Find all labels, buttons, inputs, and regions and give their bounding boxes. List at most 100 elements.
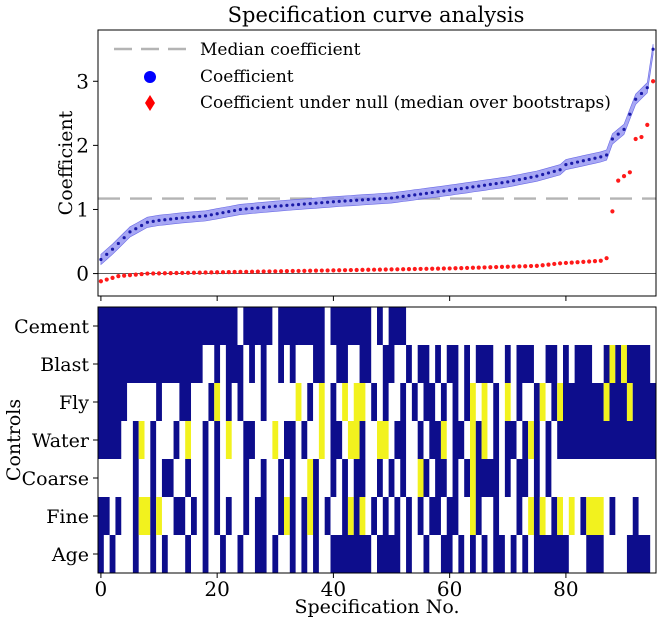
control-cell-age [161, 535, 168, 573]
control-cell-fly [400, 383, 407, 421]
coefficient-point [645, 86, 649, 90]
coefficient-point [128, 230, 132, 234]
control-cell-water [202, 421, 209, 459]
control-cell-age [220, 535, 226, 573]
control-cell-water [173, 421, 180, 459]
null-coefficient-point [116, 274, 121, 279]
control-cell-blast [446, 345, 459, 383]
null-coefficient-point [313, 268, 319, 273]
control-cell-water [243, 421, 255, 459]
coefficient-point [355, 198, 359, 202]
coefficient-point [215, 212, 219, 216]
coefficient-point [552, 169, 556, 173]
null-coefficient-point [552, 261, 557, 267]
control-cell-age [481, 535, 488, 573]
null-coefficient-point [494, 264, 499, 270]
null-coefficient-point [284, 269, 290, 274]
null-coefficient-point [453, 266, 458, 271]
control-cell-fine [156, 497, 162, 535]
null-coefficient-point [511, 264, 516, 269]
null-coefficient-point [244, 269, 249, 274]
control-cell-coarse [243, 459, 250, 497]
null-coefficient-point [604, 256, 609, 261]
control-cell-coarse [417, 459, 424, 497]
control-cell-coarse [132, 459, 139, 497]
coefficient-point [180, 216, 184, 220]
null-coefficient-point [371, 267, 377, 272]
control-cell-fly [504, 383, 511, 421]
control-cell-coarse [533, 459, 540, 497]
coefficient-point [99, 257, 103, 262]
control-cell-blast [98, 345, 203, 383]
control-cell-fine [278, 497, 284, 535]
coefficient-point [634, 97, 638, 101]
coefficient-point [174, 216, 179, 221]
control-cell-fly [464, 383, 470, 421]
coefficient-point [110, 247, 115, 251]
control-cell-fly [225, 383, 232, 421]
control-cell-coarse [202, 459, 209, 497]
coefficient-panel-frame [97, 29, 657, 297]
control-cell-fine [516, 497, 523, 535]
null-coefficient-point [418, 266, 423, 272]
control-cell-water [504, 421, 517, 459]
x-tick-label: 0 [95, 577, 108, 601]
null-coefficient-point [470, 265, 476, 270]
null-coefficient-point [627, 170, 632, 175]
null-coefficient-point [424, 266, 429, 271]
coefficient-point [105, 252, 109, 256]
coefficient-point [413, 193, 417, 197]
control-cell-fly [342, 383, 348, 421]
control-cell-fine [371, 497, 377, 535]
control-cell-blast [464, 345, 470, 383]
control-cell-blast [516, 345, 534, 383]
controls-axis-label: Controls [3, 399, 25, 481]
coefficient-point [291, 203, 295, 207]
control-cell-fine [429, 497, 441, 535]
control-cell-fine [632, 497, 639, 535]
coefficient-point [267, 205, 272, 209]
null-coefficient-point [232, 269, 237, 275]
control-cell-cement [243, 307, 273, 345]
coefficient-point [448, 188, 452, 192]
coefficient-point [482, 183, 487, 187]
control-cell-water [225, 421, 232, 459]
coefficient-point [477, 184, 481, 188]
null-coefficient-point [215, 270, 220, 275]
coefficient-point [628, 112, 632, 116]
control-cell-fine [406, 497, 412, 535]
null-coefficient-point [592, 259, 598, 264]
coefficient-point [262, 205, 266, 209]
control-cell-blast [214, 345, 221, 383]
coefficient-point [418, 192, 423, 196]
coefficient-point [541, 172, 545, 177]
coefficient-point [395, 195, 399, 199]
null-coefficient-point [650, 79, 656, 84]
control-cell-age [289, 535, 296, 573]
control-cell-fine [98, 497, 110, 535]
control-cell-fly [516, 383, 523, 421]
null-coefficient-point [290, 268, 295, 274]
control-cell-water [481, 421, 488, 459]
control-label-blast: Blast [40, 354, 89, 376]
control-cell-fly [563, 383, 604, 421]
coefficient-point [279, 204, 283, 208]
null-coefficient-point [389, 267, 394, 272]
null-coefficient-point [267, 269, 272, 274]
control-cell-fine [353, 497, 360, 535]
legend-label-null: Coefficient under null (median over boot… [200, 93, 611, 113]
y-tick-label: 1 [76, 197, 89, 221]
null-coefficient-point [476, 265, 481, 270]
null-coefficient-point [156, 271, 162, 276]
coefficient-point [535, 174, 539, 178]
coefficient-point [186, 215, 190, 219]
control-cell-water [528, 421, 534, 459]
control-cell-age [185, 535, 191, 573]
y-tick-label: 3 [76, 69, 89, 93]
coefficient-point [366, 197, 370, 202]
control-cell-fine [313, 497, 319, 535]
control-cell-water [185, 421, 191, 459]
control-cell-blast [249, 345, 255, 383]
control-cell-blast [475, 345, 494, 383]
null-coefficient-point [238, 269, 243, 274]
